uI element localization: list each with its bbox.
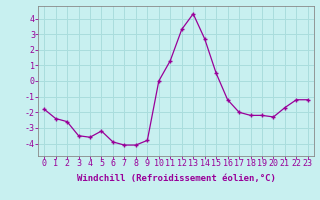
X-axis label: Windchill (Refroidissement éolien,°C): Windchill (Refroidissement éolien,°C) (76, 174, 276, 183)
